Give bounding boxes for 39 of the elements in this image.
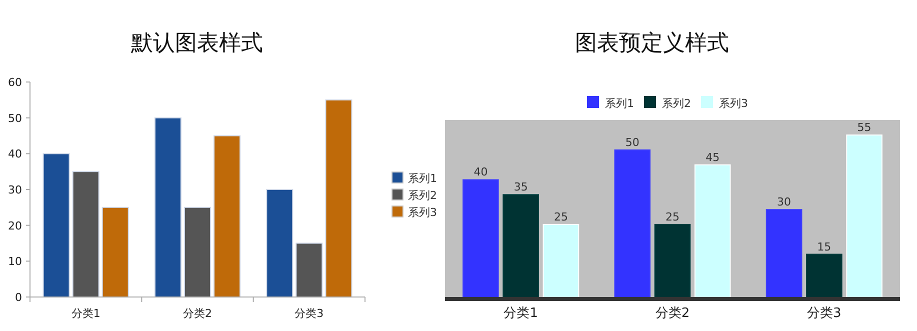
legend-label: 系列3 <box>408 206 437 219</box>
bar <box>102 206 129 298</box>
x-tick-label: 分类1 <box>71 307 100 320</box>
x-tick-label: 分类2 <box>655 306 690 321</box>
legend-label: 系列2 <box>662 97 691 110</box>
y-tick-label: 10 <box>8 255 22 268</box>
data-label: 55 <box>857 121 872 134</box>
bar <box>296 242 323 298</box>
bar <box>72 171 100 298</box>
legend-label: 系列1 <box>605 97 634 110</box>
bar <box>325 99 352 298</box>
y-tick-label: 50 <box>8 112 22 125</box>
data-label: 25 <box>554 210 568 224</box>
chart-title: 默认图表样式 <box>130 31 263 56</box>
bar <box>214 135 241 298</box>
data-label: 35 <box>514 180 528 194</box>
data-label: 50 <box>625 136 640 149</box>
bar <box>154 117 182 298</box>
legend-label: 系列3 <box>719 97 748 110</box>
legend-label: 系列1 <box>408 172 437 185</box>
data-label: 40 <box>474 166 488 179</box>
y-tick-label: 0 <box>15 291 22 304</box>
bar <box>184 206 211 298</box>
y-tick-label: 20 <box>8 219 22 232</box>
y-tick-label: 30 <box>8 184 22 196</box>
chart-title: 图表预定义样式 <box>575 31 729 56</box>
bar <box>266 189 294 298</box>
data-label: 45 <box>706 150 720 164</box>
data-label: 25 <box>666 210 680 224</box>
data-label: 30 <box>777 196 792 209</box>
y-tick-label: 60 <box>8 76 22 89</box>
x-tick-label: 分类3 <box>807 306 842 321</box>
x-tick-label: 分类2 <box>183 307 212 320</box>
data-label: 15 <box>817 240 832 254</box>
bar <box>42 153 70 298</box>
x-tick-label: 分类1 <box>504 306 538 321</box>
legend-label: 系列2 <box>408 189 437 202</box>
x-tick-label: 分类3 <box>294 307 324 320</box>
y-tick-label: 40 <box>8 148 22 161</box>
